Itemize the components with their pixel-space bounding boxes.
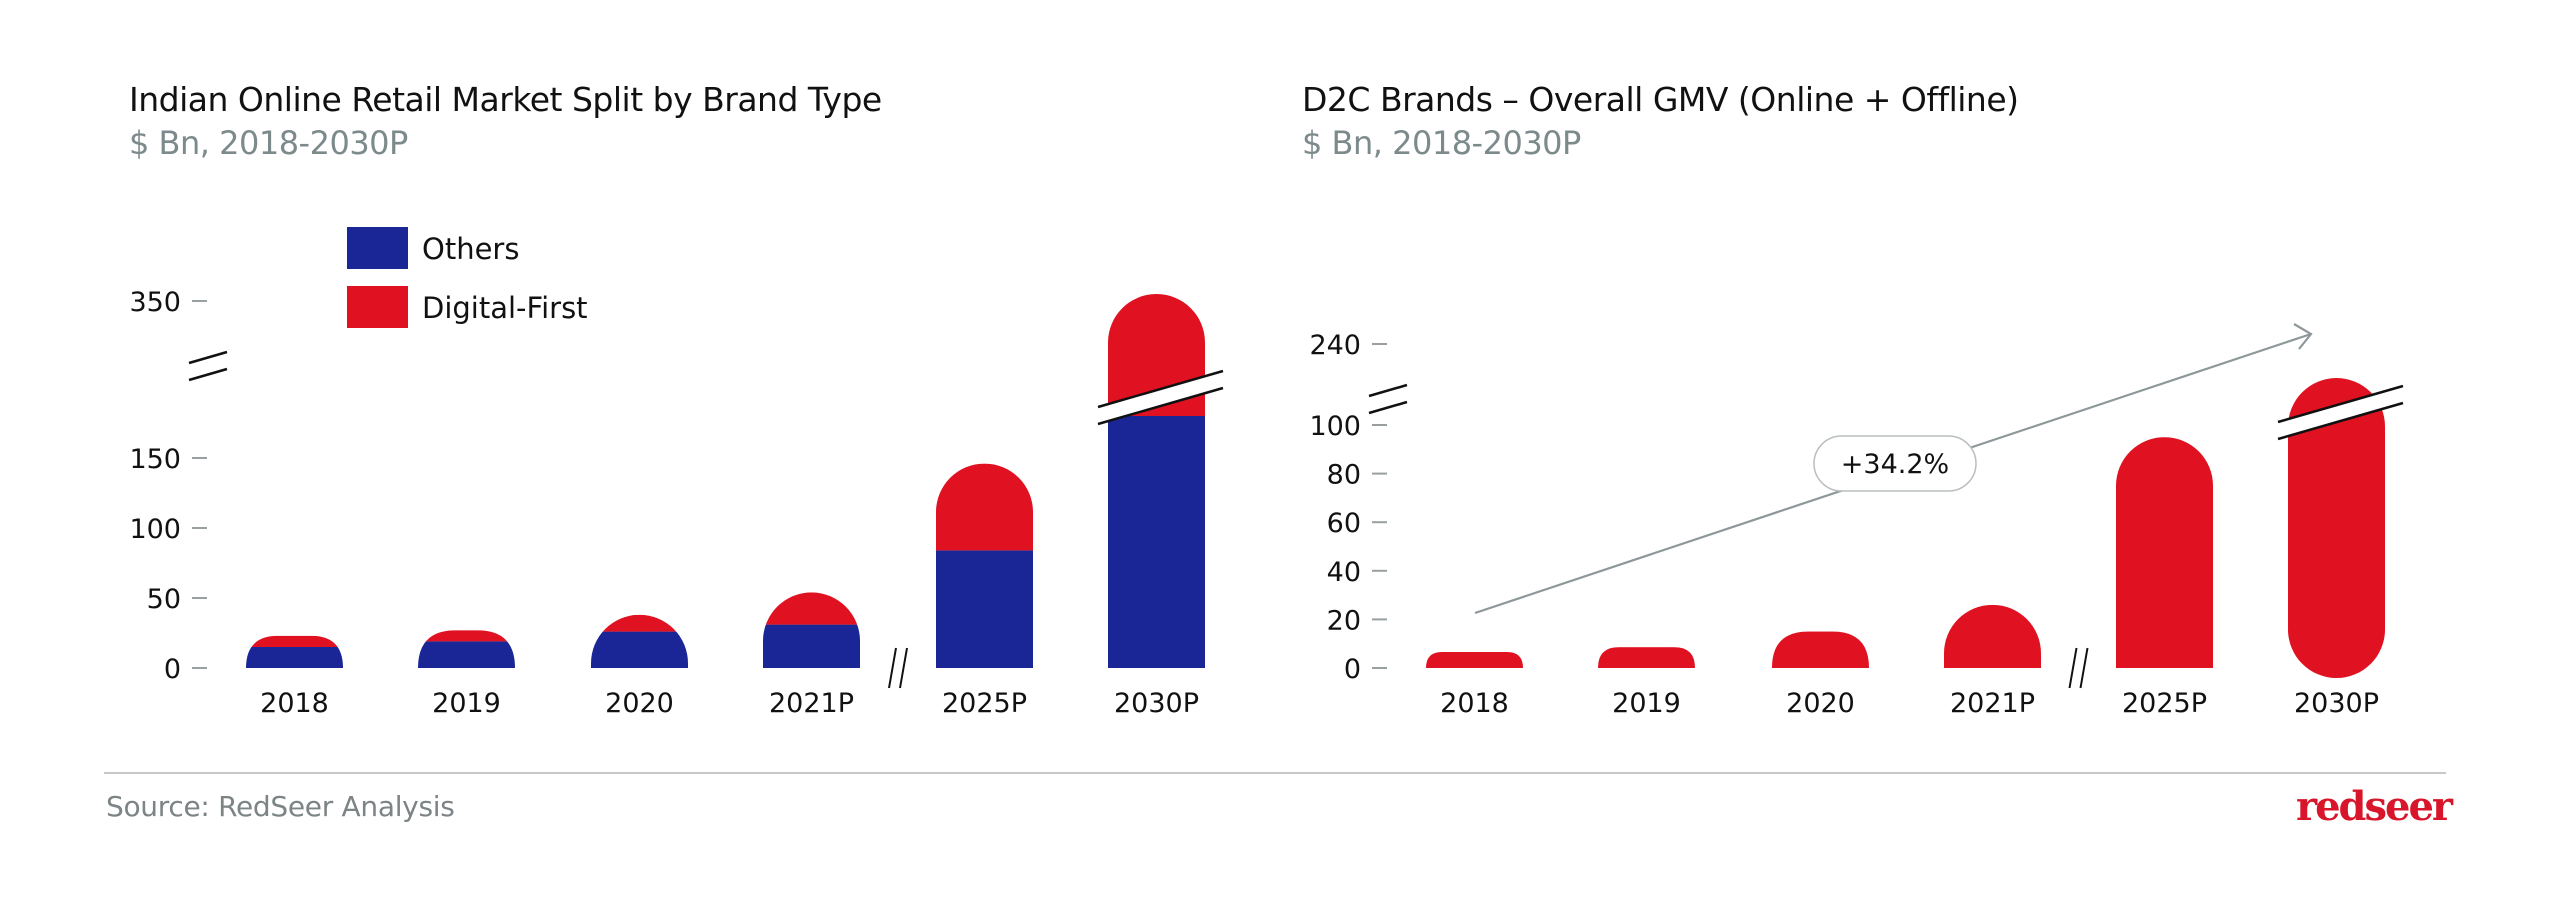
cagr-annotation: +34.2%	[1813, 435, 1977, 492]
bar-break-line	[1097, 386, 1224, 426]
x-tick-label-2019: 2019	[1612, 688, 1681, 719]
bar-d2c-gmv-2019	[1598, 647, 1695, 668]
legend-swatch-digital-first	[347, 286, 408, 328]
bar-break-gap	[1098, 371, 1223, 424]
bar-others-2019	[418, 641, 515, 668]
cagr-pill	[1813, 435, 1977, 492]
x-tick-label-2025p: 2025P	[942, 688, 1027, 719]
bar-group-2018	[246, 635, 343, 668]
bar-others-2018	[246, 647, 343, 668]
left-chart-subtitle: $ Bn, 2018-2030P	[129, 124, 408, 162]
y-axis-break-line	[188, 367, 228, 382]
bar-d2c-gmv-2021p	[1944, 604, 2041, 668]
bar-group-2025p	[936, 463, 1033, 668]
bar-d2c-gmv-2030p	[2288, 378, 2385, 678]
trend-arrow-head-icon	[2293, 323, 2313, 350]
left-chart-title: Indian Online Retail Market Split by Bra…	[129, 80, 882, 119]
y-tick-label-20: 20	[1327, 605, 1361, 636]
redseer-logo: redseer	[2296, 783, 2453, 830]
bar-group-2020	[591, 614, 688, 668]
x-tick-label-2021p: 2021P	[769, 688, 854, 719]
bar-d2c-gmv-2025p	[2116, 437, 2213, 668]
y-tick-label-350: 350	[129, 287, 181, 318]
bar-group-2018	[1426, 651, 1523, 668]
x-axis-break-line	[2068, 647, 2078, 689]
bar-digital-first-2020	[591, 614, 688, 632]
x-axis-break-line	[888, 647, 897, 689]
y-axis-break-line	[188, 350, 228, 365]
x-axis-break-line	[899, 647, 908, 689]
y-tick-label-50: 50	[147, 584, 181, 615]
bar-d2c-gmv-2020	[1772, 631, 1869, 668]
x-tick-label-2030p: 2030P	[1114, 688, 1199, 719]
x-tick-label-2030p: 2030P	[2294, 688, 2379, 719]
x-tick-label-2019: 2019	[432, 688, 501, 719]
y-tick-label-100: 100	[1309, 411, 1361, 442]
left-bars	[246, 294, 1224, 668]
bar-break-line	[2277, 401, 2404, 441]
y-tick-label-80: 80	[1327, 460, 1361, 491]
bar-group-2019	[1598, 647, 1695, 668]
bar-others-2025p	[936, 550, 1033, 668]
footer-divider	[104, 772, 2446, 774]
cagr-label: +34.2%	[1841, 449, 1949, 480]
x-tick-label-2021p: 2021P	[1950, 688, 2035, 719]
y-tick-label-60: 60	[1327, 508, 1361, 539]
bar-break-gap	[2278, 386, 2403, 439]
bar-d2c-gmv-2018	[1426, 651, 1523, 668]
bar-others-2020	[591, 631, 688, 668]
legend-label-digital-first: Digital-First	[422, 291, 588, 325]
bar-group-2030p	[1097, 294, 1224, 668]
x-tick-label-2018: 2018	[260, 688, 329, 719]
x-tick-label-2020: 2020	[1786, 688, 1855, 719]
x-tick-label-2018: 2018	[1440, 688, 1509, 719]
x-tick-label-2025p: 2025P	[2122, 688, 2207, 719]
x-tick-label-2020: 2020	[605, 688, 674, 719]
left-x-axis: 2018 2019 2020 2021P 2025P 2030P	[260, 647, 1199, 719]
bar-digital-first-2018	[246, 635, 343, 647]
bar-group-2019	[418, 630, 515, 668]
bar-group-2020	[1772, 631, 1869, 668]
right-x-axis: 2018 2019 2020 2021P 2025P 2030P	[1440, 647, 2379, 719]
bar-digital-first-2025p	[936, 463, 1033, 551]
right-chart-title: D2C Brands – Overall GMV (Online + Offli…	[1302, 80, 2019, 119]
bar-group-2030p	[2277, 378, 2404, 678]
right-y-axis: 0 20 40 60 80 100 240	[1309, 330, 1408, 685]
left-chart: 0 50 100 150 350 2018 2019 2020 2021P 2025P 2030P…	[129, 227, 1224, 719]
left-legend: Others Digital-First	[347, 227, 588, 328]
bar-others-2030p	[1108, 416, 1205, 668]
bar-break-line	[1097, 369, 1224, 409]
source-note: Source: RedSeer Analysis	[106, 790, 455, 823]
y-tick-label-0: 0	[164, 654, 181, 685]
bar-break-line	[2277, 384, 2404, 424]
bar-group-2025p	[2116, 437, 2213, 668]
x-axis-break-line	[2079, 647, 2089, 689]
legend-swatch-others	[347, 227, 408, 269]
y-axis-break-line	[1368, 383, 1408, 398]
bar-digital-first-2019	[418, 630, 515, 642]
y-tick-label-0: 0	[1344, 654, 1361, 685]
right-chart-subtitle: $ Bn, 2018-2030P	[1302, 124, 1581, 162]
y-tick-label-100: 100	[129, 514, 181, 545]
bar-digital-first-2021p	[763, 592, 860, 625]
y-tick-label-240: 240	[1309, 330, 1361, 361]
y-tick-label-40: 40	[1327, 557, 1361, 588]
left-y-axis: 0 50 100 150 350	[129, 287, 228, 685]
legend-label-others: Others	[422, 232, 519, 266]
bar-others-2021p	[763, 624, 860, 668]
y-axis-break-line	[1368, 400, 1408, 415]
right-bars	[1426, 378, 2404, 678]
y-tick-label-150: 150	[129, 444, 181, 475]
bar-group-2021p	[1944, 604, 2041, 668]
bar-group-2021p	[763, 592, 860, 668]
